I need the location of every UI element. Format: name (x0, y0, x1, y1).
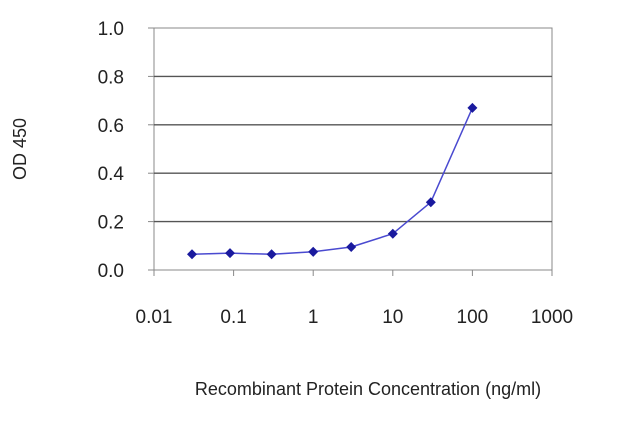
data-point (387, 228, 398, 239)
y-tick-label: 1.0 (98, 19, 124, 40)
x-tick-label: 0.1 (220, 307, 246, 328)
plot-area (153, 27, 553, 271)
data-series (187, 102, 478, 260)
y-axis-label: OD 450 (10, 118, 30, 180)
x-tick-label: 0.01 (136, 307, 173, 328)
y-tick-label: 0.4 (98, 164, 125, 185)
grid-lines (154, 75, 552, 223)
x-axis-ticks: 0.01 0.1 1 10 100 1000 (136, 270, 573, 328)
y-tick-label: 0.8 (98, 67, 124, 88)
x-tick-label: 10 (382, 307, 403, 328)
data-point (266, 249, 277, 260)
series-line (191, 107, 474, 256)
y-tick-label: 0.6 (98, 116, 124, 137)
y-axis-ticks: 0.0 0.2 0.4 0.6 0.8 1.0 (98, 19, 154, 282)
data-point (225, 248, 235, 259)
data-point (467, 102, 478, 113)
data-point (308, 246, 319, 257)
x-axis-label: Recombinant Protein Concentration (ng/ml… (195, 379, 541, 399)
x-tick-label: 1 (308, 307, 319, 328)
x-tick-label: 1000 (531, 307, 573, 328)
data-point (187, 249, 197, 260)
y-tick-label: 0.2 (98, 213, 124, 234)
y-tick-label: 0.0 (98, 261, 124, 282)
x-tick-label: 100 (457, 307, 489, 328)
data-point (425, 197, 436, 208)
data-point (346, 242, 357, 252)
